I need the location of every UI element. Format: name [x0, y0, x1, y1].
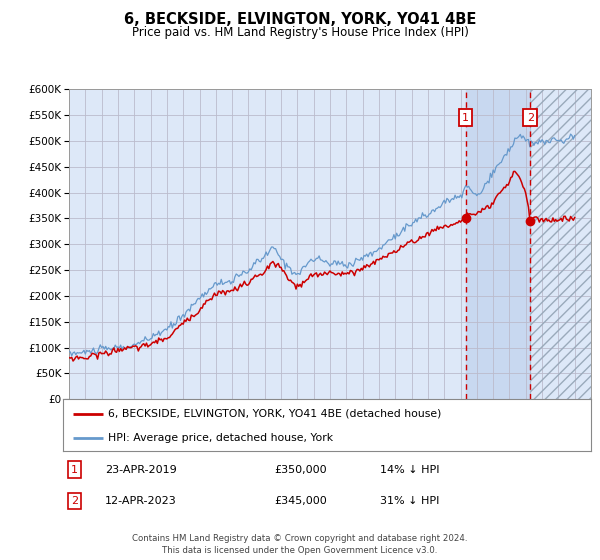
Text: £350,000: £350,000: [274, 465, 327, 474]
Text: 31% ↓ HPI: 31% ↓ HPI: [380, 496, 439, 506]
Text: Price paid vs. HM Land Registry's House Price Index (HPI): Price paid vs. HM Land Registry's House …: [131, 26, 469, 39]
Text: 23-APR-2019: 23-APR-2019: [105, 465, 177, 474]
Text: 6, BECKSIDE, ELVINGTON, YORK, YO41 4BE (detached house): 6, BECKSIDE, ELVINGTON, YORK, YO41 4BE (…: [108, 409, 441, 419]
Text: 14% ↓ HPI: 14% ↓ HPI: [380, 465, 439, 474]
Text: £345,000: £345,000: [274, 496, 327, 506]
Text: 1: 1: [462, 113, 469, 123]
Bar: [530, 89, 591, 399]
Text: 2: 2: [527, 113, 534, 123]
Text: 1: 1: [71, 465, 78, 474]
Text: 12-APR-2023: 12-APR-2023: [105, 496, 177, 506]
Text: Contains HM Land Registry data © Crown copyright and database right 2024.
This d: Contains HM Land Registry data © Crown c…: [132, 534, 468, 555]
Text: HPI: Average price, detached house, York: HPI: Average price, detached house, York: [108, 433, 333, 443]
Bar: [466, 89, 530, 399]
Text: 2: 2: [71, 496, 78, 506]
Text: 6, BECKSIDE, ELVINGTON, YORK, YO41 4BE: 6, BECKSIDE, ELVINGTON, YORK, YO41 4BE: [124, 12, 476, 27]
